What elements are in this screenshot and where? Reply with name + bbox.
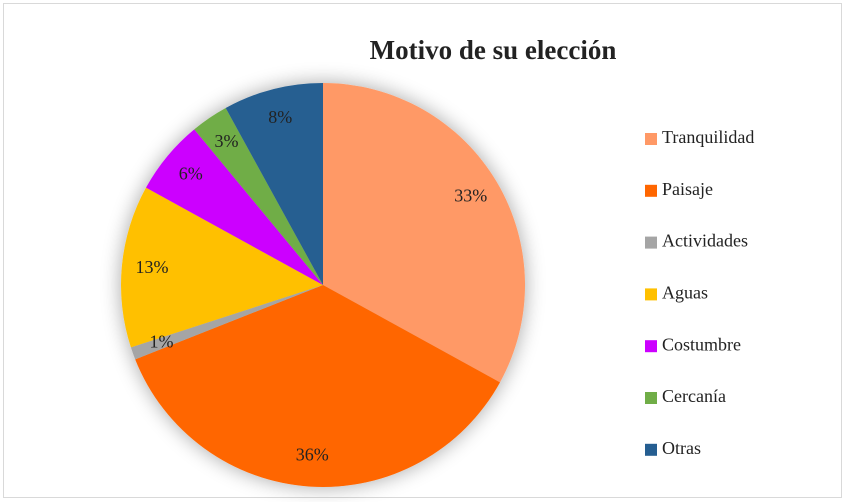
pie-slice (135, 285, 501, 488)
legend-label: Aguas (662, 283, 708, 303)
pie-slice (194, 107, 323, 285)
pie-slice (121, 187, 324, 348)
legend-label: Costumbre (662, 334, 741, 354)
chart-title: Motivo de su elección (370, 35, 617, 65)
legend-swatch (645, 288, 657, 301)
data-label: 8% (268, 107, 292, 127)
legend-swatch (645, 443, 657, 456)
pie-slice (145, 129, 323, 285)
legend-label: Otras (662, 438, 701, 458)
legend-label: Actividades (662, 231, 748, 251)
legend-swatch (645, 236, 657, 249)
pie-slice (130, 285, 323, 360)
legend-swatch (645, 392, 657, 404)
legend-label: Paisaje (662, 179, 713, 199)
data-label: 1% (149, 331, 173, 351)
legend-label: Tranquilidad (662, 127, 754, 147)
data-label: 3% (214, 131, 238, 151)
data-label: 13% (136, 257, 169, 277)
legend-swatch (645, 133, 657, 145)
legend-swatch (645, 184, 657, 197)
pie-slice (323, 83, 525, 383)
legend-swatch (645, 340, 657, 353)
data-label: 6% (179, 164, 203, 184)
pie-slice (225, 83, 323, 285)
data-label: 33% (454, 186, 487, 206)
pie (121, 83, 525, 488)
legend-label: Cercanía (662, 386, 726, 406)
data-label: 36% (296, 444, 329, 464)
